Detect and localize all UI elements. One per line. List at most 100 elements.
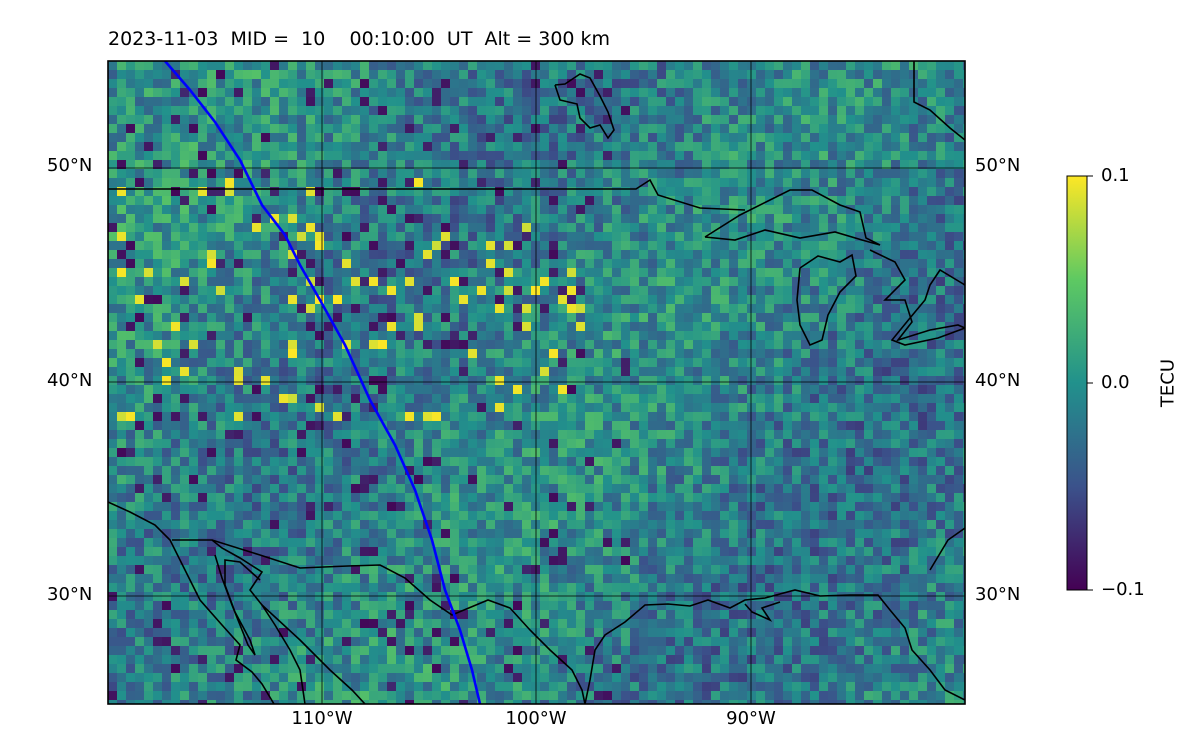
- tec-pixel: [360, 349, 370, 359]
- tec-pixel: [846, 340, 856, 350]
- tec-pixel: [477, 169, 487, 179]
- tec-pixel: [549, 502, 559, 512]
- tec-pixel: [783, 394, 793, 404]
- tec-pixel: [144, 322, 154, 332]
- tec-pixel: [414, 457, 424, 467]
- tec-pixel: [513, 286, 523, 296]
- tec-pixel: [216, 376, 226, 386]
- tec-pixel: [909, 313, 919, 323]
- tec-pixel: [423, 439, 433, 449]
- tec-pixel: [108, 115, 118, 125]
- tec-pixel: [117, 529, 127, 539]
- tec-pixel: [765, 259, 775, 269]
- tec-pixel: [729, 412, 739, 422]
- tec-pixel: [342, 133, 352, 143]
- tec-pixel: [657, 403, 667, 413]
- tec-pixel: [450, 61, 460, 71]
- tec-pixel: [855, 106, 865, 116]
- tec-pixel: [558, 151, 568, 161]
- tec-pixel: [108, 466, 118, 476]
- tec-pixel: [351, 466, 361, 476]
- tec-pixel: [486, 340, 496, 350]
- tec-pixel: [522, 493, 532, 503]
- tec-pixel: [387, 241, 397, 251]
- tec-pixel: [864, 169, 874, 179]
- tec-pixel: [198, 439, 208, 449]
- tec-pixel: [657, 142, 667, 152]
- tec-pixel: [684, 205, 694, 215]
- tec-pixel: [792, 250, 802, 260]
- tec-pixel: [387, 142, 397, 152]
- tec-pixel: [486, 304, 496, 314]
- tec-pixel: [567, 430, 577, 440]
- tec-pixel: [927, 70, 937, 80]
- tec-pixel: [891, 367, 901, 377]
- tec-pixel: [522, 79, 532, 89]
- tec-pixel: [324, 115, 334, 125]
- tec-pixel: [468, 232, 478, 242]
- tec-pixel: [477, 313, 487, 323]
- tec-pixel: [252, 412, 262, 422]
- tec-pixel: [639, 466, 649, 476]
- tec-pixel: [549, 223, 559, 233]
- tec-pixel: [810, 421, 820, 431]
- tec-pixel: [522, 439, 532, 449]
- tec-pixel: [540, 97, 550, 107]
- tec-pixel: [468, 61, 478, 71]
- tec-pixel: [774, 394, 784, 404]
- tec-pixel: [702, 187, 712, 197]
- tec-pixel: [882, 214, 892, 224]
- tec-pixel: [711, 448, 721, 458]
- tec-pixel: [297, 151, 307, 161]
- tec-pixel: [459, 187, 469, 197]
- tec-pixel: [792, 502, 802, 512]
- tec-pixel: [135, 430, 145, 440]
- tec-pixel: [945, 115, 955, 125]
- tec-pixel: [135, 412, 145, 422]
- tec-pixel: [666, 232, 676, 242]
- tec-pixel: [315, 241, 325, 251]
- tec-pixel: [441, 430, 451, 440]
- tec-pixel: [819, 286, 829, 296]
- tec-pixel: [945, 421, 955, 431]
- tec-pixel: [144, 151, 154, 161]
- tec-pixel: [846, 403, 856, 413]
- tec-pixel: [747, 241, 757, 251]
- tec-pixel: [603, 250, 613, 260]
- tec-pixel: [810, 115, 820, 125]
- tec-pixel: [315, 349, 325, 359]
- tec-pixel: [117, 286, 127, 296]
- tec-pixel: [711, 313, 721, 323]
- tec-pixel: [603, 169, 613, 179]
- tec-pixel: [612, 169, 622, 179]
- tec-pixel: [810, 205, 820, 215]
- tec-pixel: [756, 385, 766, 395]
- tec-pixel: [189, 259, 199, 269]
- tec-pixel: [153, 250, 163, 260]
- tec-pixel: [495, 385, 505, 395]
- tec-pixel: [405, 502, 415, 512]
- tec-pixel: [648, 421, 658, 431]
- tec-pixel: [936, 241, 946, 251]
- tec-pixel: [756, 358, 766, 368]
- tec-pixel: [963, 70, 965, 80]
- tec-pixel: [459, 403, 469, 413]
- tec-pixel: [693, 403, 703, 413]
- tec-pixel: [693, 439, 703, 449]
- tec-pixel: [873, 196, 883, 206]
- tec-pixel: [738, 214, 748, 224]
- tec-pixel: [459, 466, 469, 476]
- tec-pixel: [423, 79, 433, 89]
- tec-pixel: [189, 457, 199, 467]
- tec-pixel: [162, 493, 172, 503]
- tec-pixel: [432, 439, 442, 449]
- tec-pixel: [648, 88, 658, 98]
- tec-pixel: [837, 367, 847, 377]
- tec-pixel: [153, 106, 163, 116]
- tec-pixel: [351, 376, 361, 386]
- tec-pixel: [666, 169, 676, 179]
- tec-pixel: [603, 448, 613, 458]
- tec-pixel: [657, 313, 667, 323]
- tec-pixel: [378, 367, 388, 377]
- tec-pixel: [549, 178, 559, 188]
